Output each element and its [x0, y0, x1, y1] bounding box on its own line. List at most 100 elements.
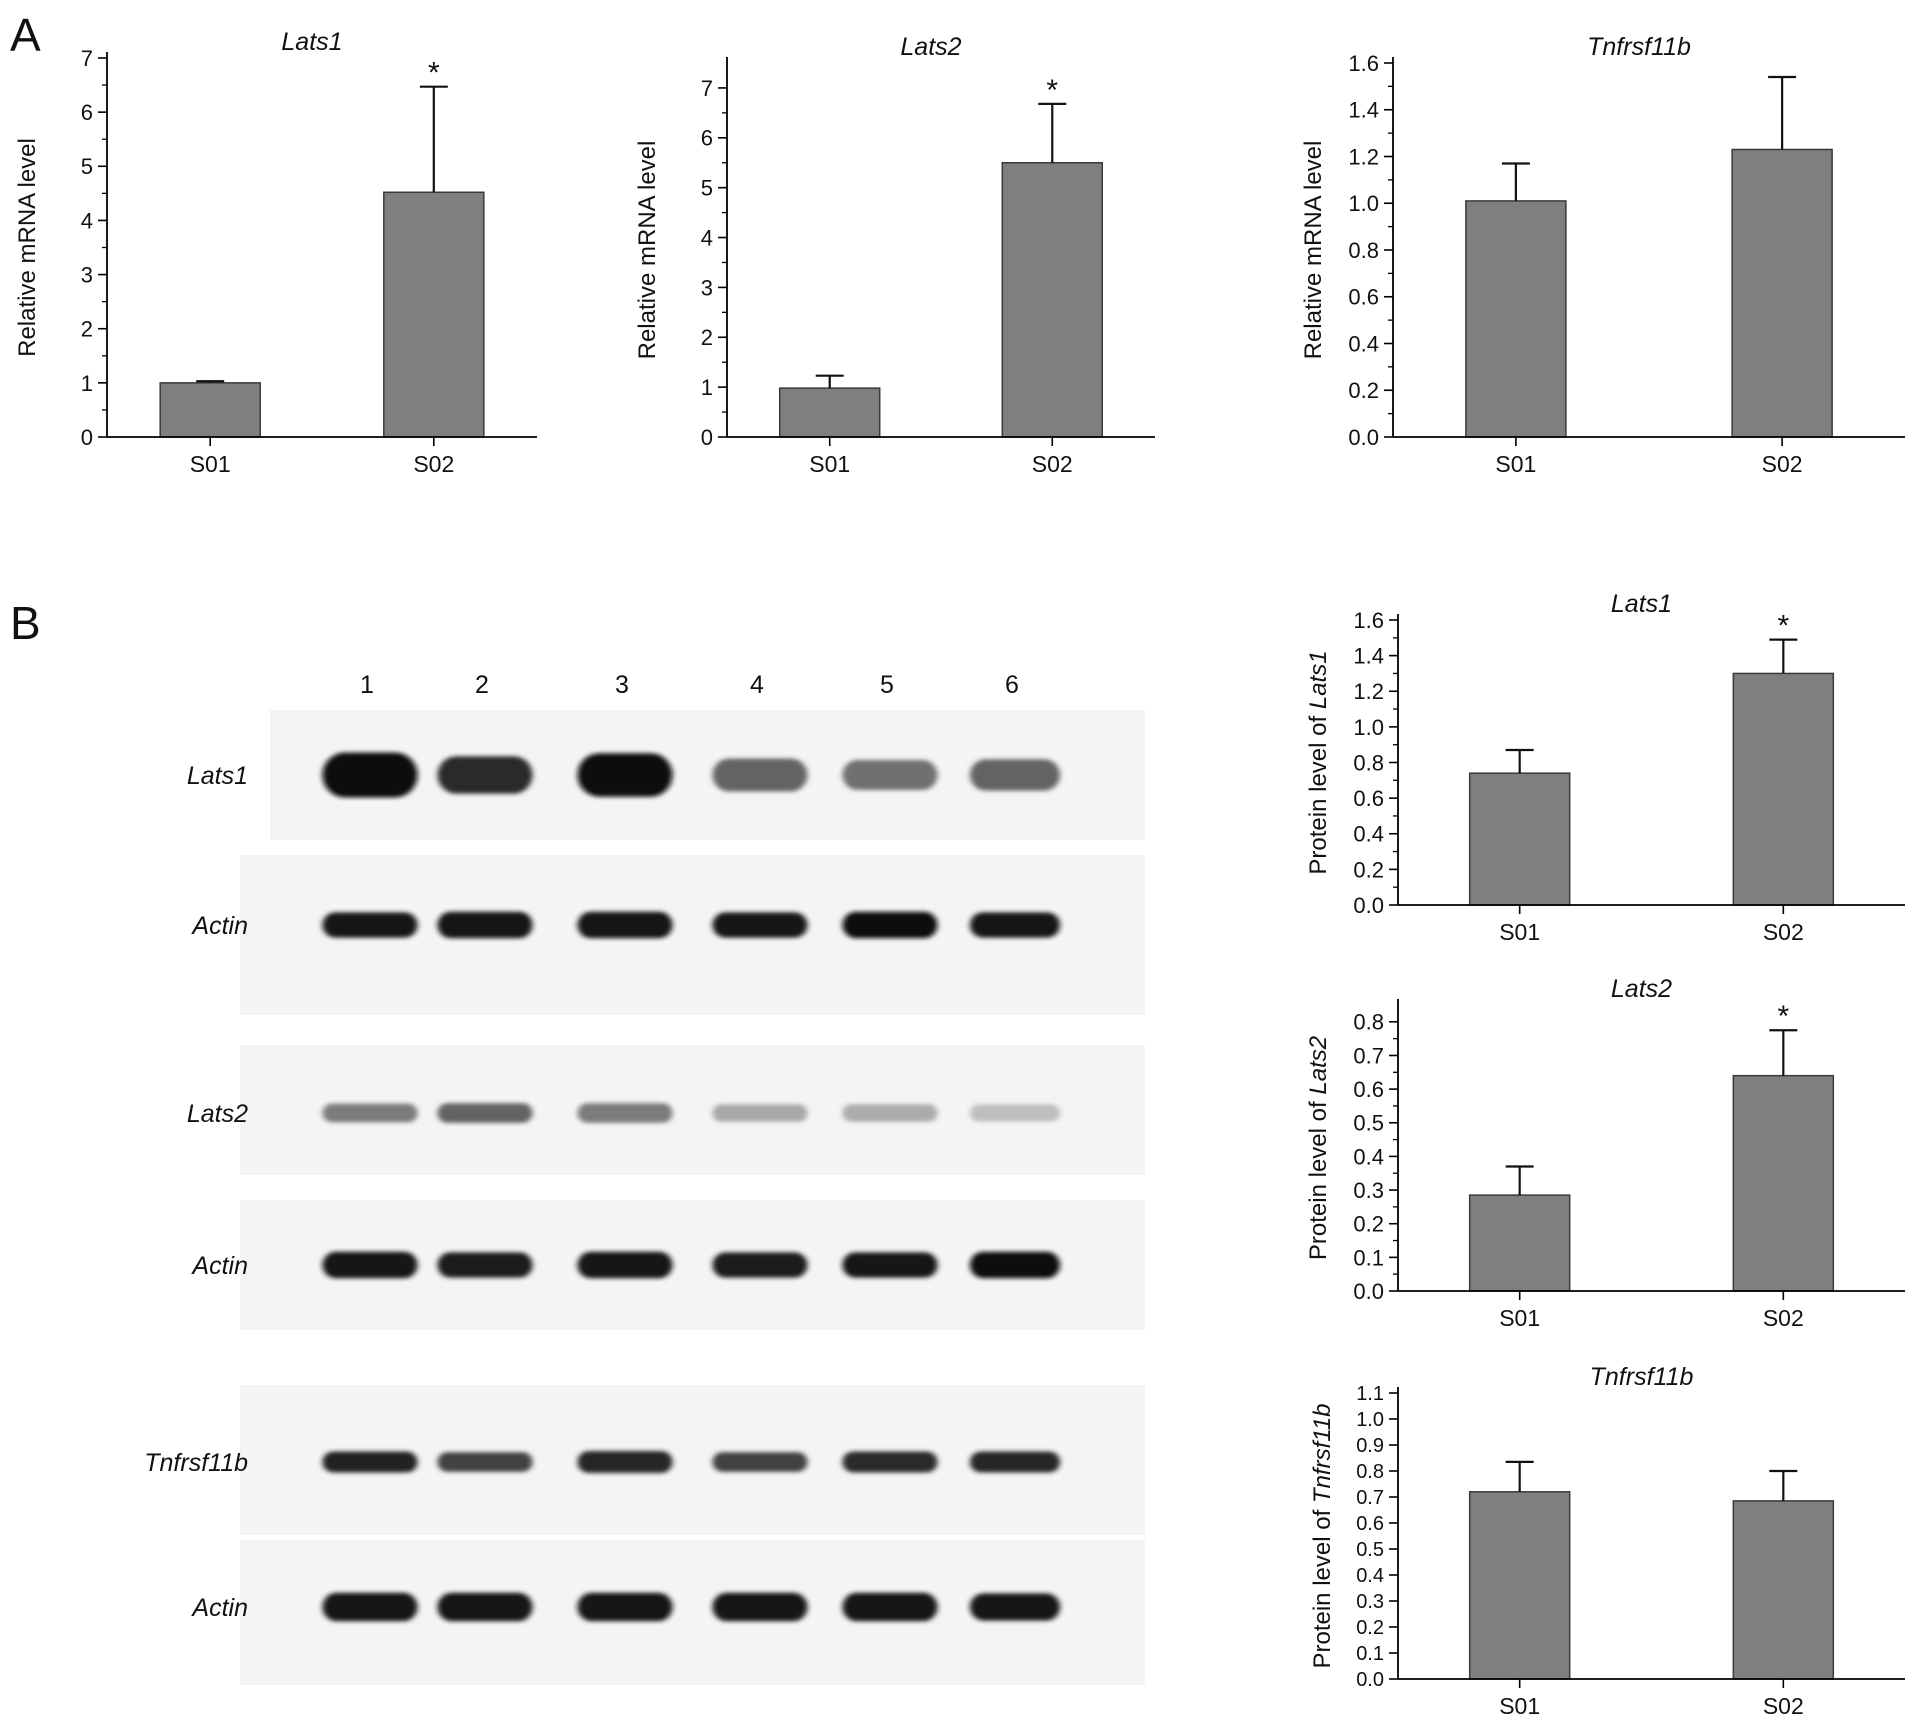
chart-title: Tnfrsf11b: [1590, 1363, 1694, 1391]
blot-band: [712, 1452, 808, 1472]
y-tick-label: 0.5: [1356, 1539, 1384, 1561]
chart-title: Tnfrsf11b: [1587, 33, 1691, 61]
bar-s01: [1468, 772, 1571, 906]
charts-layer: S01 * S02 0 1 2 3 4 5 6 7 Lats1 Relative mRNA level S…: [14, 28, 1905, 1719]
blot-band: [970, 1593, 1060, 1621]
y-tick-label: 0.5: [1353, 1111, 1384, 1136]
blot-band: [842, 760, 938, 790]
bar-s02: [1731, 148, 1833, 438]
y-tick-label: 0: [81, 425, 93, 450]
blot-band: [712, 1104, 808, 1122]
y-axis-label: Protein level of Lats2: [1305, 1036, 1332, 1260]
y-tick-label: 0.6: [1348, 285, 1379, 310]
blot-band: [842, 1451, 938, 1473]
y-tick-label: 1.0: [1356, 1409, 1384, 1431]
y-tick-label: 0.2: [1353, 857, 1384, 882]
y-tick-label: 4: [701, 225, 713, 250]
lane-label: 4: [750, 671, 764, 699]
y-tick-label: 0.2: [1353, 1212, 1384, 1237]
blot-band: [577, 1592, 673, 1622]
y-tick-label: 6: [81, 100, 93, 125]
y-tick-label: 0.6: [1353, 1077, 1384, 1102]
blot-row-lats1: Lats1: [187, 710, 1145, 840]
blot-row-label: Actin: [190, 1594, 248, 1622]
blot-band: [322, 1451, 418, 1473]
bar-s02: [1001, 161, 1104, 438]
y-tick-label: 0.4: [1356, 1565, 1384, 1587]
x-tick-label: S01: [809, 451, 850, 477]
bar-chart-b3: S01 S02 0.0 0.1 0.2 0.3 0.4 0.5 0.6 0.7 0.8 0.9 1.0 1…: [1309, 1363, 1905, 1719]
blot-band: [577, 1451, 673, 1473]
blot-band: [970, 1104, 1060, 1122]
blot-band: [437, 1103, 533, 1123]
bar-s01: [1465, 200, 1567, 438]
x-tick-label: S01: [1499, 919, 1540, 945]
y-tick-label: 0.1: [1353, 1245, 1384, 1270]
blot-band: [577, 1251, 673, 1279]
y-tick-label: 0.4: [1353, 822, 1384, 847]
chart-title: Lats2: [1611, 975, 1672, 1003]
bar-s01: [1468, 1194, 1571, 1292]
blot-band: [437, 756, 533, 794]
y-tick-label: 0.6: [1356, 1513, 1384, 1535]
y-tick-label: 1.0: [1348, 191, 1379, 216]
x-tick-label: S02: [1763, 919, 1804, 945]
y-tick-label: 0.8: [1353, 1010, 1384, 1035]
x-tick-label: S02: [1032, 451, 1073, 477]
x-tick-label: S02: [413, 451, 454, 477]
blot-row-lats2: Lats2: [187, 1045, 1145, 1175]
x-tick-label: S01: [1499, 1693, 1540, 1719]
blot-band: [437, 1252, 533, 1278]
x-tick-label: S01: [1499, 1305, 1540, 1331]
blot-band: [712, 758, 808, 792]
y-axis-label: Protein level of Lats1: [1305, 650, 1332, 874]
y-tick-label: 5: [701, 176, 713, 201]
bar-s02: [1732, 1500, 1835, 1680]
y-tick-label: 0.0: [1353, 1279, 1384, 1304]
blot-row-label: Actin: [190, 912, 248, 940]
lane-label: 2: [475, 671, 489, 699]
blot-band: [712, 1592, 808, 1622]
y-tick-label: 1.4: [1353, 644, 1384, 669]
blot-band: [577, 1103, 673, 1123]
lane-label: 6: [1005, 671, 1019, 699]
blot-band: [970, 1451, 1060, 1473]
bar-s02: [1732, 1074, 1835, 1292]
y-axis-label: Relative mRNA level: [634, 141, 661, 360]
y-tick-label: 0.7: [1353, 1043, 1384, 1068]
blot-band: [712, 1252, 808, 1278]
bar-chart-a1: S01 * S02 0 1 2 3 4 5 6 7 Lats1 Relative mRNA level: [14, 28, 537, 477]
blot-band: [322, 1103, 418, 1123]
bar-chart-a3: S01 S02 0.0 0.2 0.4 0.6 0.8 1.0 1.2 1.4 1.6 Tnfrsf1…: [1300, 33, 1905, 477]
y-tick-label: 1: [81, 371, 93, 396]
y-axis-label: Relative mRNA level: [14, 138, 41, 357]
y-tick-label: 0.4: [1353, 1144, 1384, 1169]
significance-marker: *: [1046, 74, 1058, 107]
blot-row-label: Lats1: [187, 762, 248, 790]
chart-title: Lats1: [1611, 590, 1672, 618]
lane-label: 3: [615, 671, 629, 699]
y-tick-label: 2: [81, 317, 93, 342]
blot-band: [970, 759, 1060, 791]
blot-band: [322, 1592, 418, 1622]
lane-label: 5: [880, 671, 894, 699]
x-tick-label: S01: [1495, 451, 1536, 477]
blot-row-actin: Actin: [190, 1200, 1145, 1330]
y-axis-label: Relative mRNA level: [1300, 141, 1327, 360]
y-axis-label: Protein level of Tnfrsf11b: [1309, 1403, 1336, 1668]
blot-band: [437, 1452, 533, 1472]
y-tick-label: 0.2: [1348, 378, 1379, 403]
bar-s01: [778, 387, 881, 438]
blot-row-label: Actin: [190, 1252, 248, 1280]
blot-row-label: Lats2: [187, 1100, 248, 1128]
y-tick-label: 7: [81, 46, 93, 71]
blot-row-actin: Actin: [190, 1540, 1145, 1685]
lane-label: 1: [360, 671, 374, 699]
y-tick-label: 0.3: [1356, 1591, 1384, 1613]
y-tick-label: 0.0: [1348, 425, 1379, 450]
panel-letter-a: A: [10, 9, 41, 61]
y-tick-label: 0.8: [1356, 1461, 1384, 1483]
y-tick-label: 0.8: [1353, 750, 1384, 775]
chart-title: Lats1: [281, 28, 342, 56]
